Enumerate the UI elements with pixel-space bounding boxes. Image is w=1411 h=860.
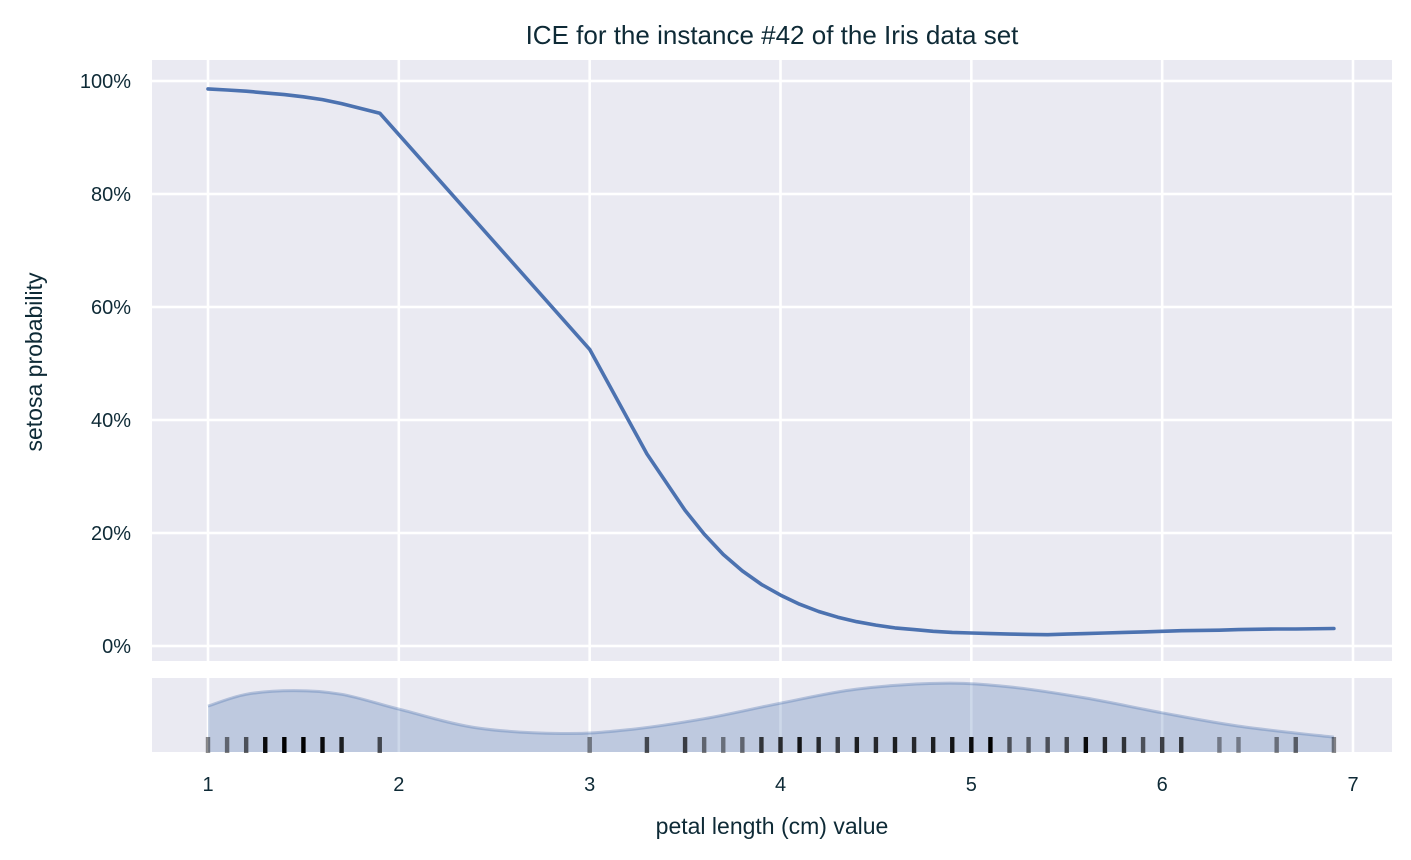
main-gridlines <box>152 60 1392 661</box>
density-line <box>207 681 1335 739</box>
rug-tick <box>721 737 726 753</box>
y-tick-label: 40% <box>91 410 131 432</box>
rug-tick <box>759 737 764 753</box>
rug-tick <box>339 737 344 753</box>
rug-tick <box>587 737 592 753</box>
rug-tick <box>1331 737 1337 753</box>
x-axis-ticks: 1 2 3 4 5 6 7 <box>202 774 1358 796</box>
rug-tick <box>1064 737 1069 753</box>
y-axis-label: setosa probability <box>21 272 47 451</box>
rug-tick <box>930 737 936 753</box>
rug-tick <box>950 737 955 753</box>
rug-tick <box>988 737 993 753</box>
rug-ticks <box>205 737 1337 753</box>
rug-tick <box>797 737 802 753</box>
rug-tick <box>1102 737 1108 753</box>
y-tick-label: 60% <box>91 297 131 319</box>
rug-tick <box>854 737 860 753</box>
rug-tick <box>301 737 306 753</box>
y-axis-ticks: 0% 20% 40% 60% 80% 100% <box>80 71 131 658</box>
rug-tick <box>1045 737 1050 753</box>
x-tick-label: 1 <box>202 774 213 796</box>
y-tick-label: 0% <box>102 636 131 658</box>
x-axis-label: petal length (cm) value <box>656 813 889 839</box>
x-tick-label: 4 <box>775 774 786 796</box>
rug-tick <box>892 737 898 753</box>
rug-tick <box>282 737 287 753</box>
y-tick-label: 100% <box>80 71 131 93</box>
rug-tick <box>816 737 821 753</box>
rug-tick <box>969 737 974 753</box>
rug-tick <box>377 737 382 753</box>
rug-tick <box>263 737 268 753</box>
rug-plot-area <box>152 678 1392 752</box>
density-area <box>208 683 1334 752</box>
rug-tick <box>205 737 211 753</box>
rug-tick <box>1121 737 1127 753</box>
rug-tick <box>1083 737 1089 753</box>
rug-tick <box>1179 737 1184 753</box>
rug-tick <box>873 737 879 753</box>
rug-tick <box>701 737 707 753</box>
rug-tick <box>1274 737 1279 753</box>
y-tick-label: 80% <box>91 184 131 206</box>
rug-tick <box>1236 737 1241 753</box>
rug-tick <box>911 737 917 753</box>
rug-tick <box>644 737 650 753</box>
rug-tick <box>320 737 325 753</box>
rug-tick <box>1007 737 1012 753</box>
x-tick-label: 3 <box>584 774 595 796</box>
rug-tick <box>682 737 688 753</box>
x-tick-label: 2 <box>393 774 404 796</box>
rug-tick <box>1140 737 1146 753</box>
rug-tick <box>1293 737 1298 753</box>
x-tick-label: 7 <box>1347 774 1358 796</box>
x-tick-label: 6 <box>1157 774 1168 796</box>
rug-tick <box>1026 737 1031 753</box>
ice-curve-line <box>206 87 1336 637</box>
x-tick-label: 5 <box>966 774 977 796</box>
chart-title: ICE for the instance #42 of the Iris dat… <box>526 20 1020 50</box>
rug-tick <box>1217 737 1222 753</box>
rug-tick <box>1159 737 1165 753</box>
main-plot-area <box>152 60 1392 661</box>
rug-tick <box>778 737 783 753</box>
rug-tick <box>740 737 745 753</box>
y-tick-label: 20% <box>91 523 131 545</box>
rug-tick <box>224 737 230 753</box>
rug-tick <box>835 737 840 753</box>
rug-tick <box>243 737 249 753</box>
